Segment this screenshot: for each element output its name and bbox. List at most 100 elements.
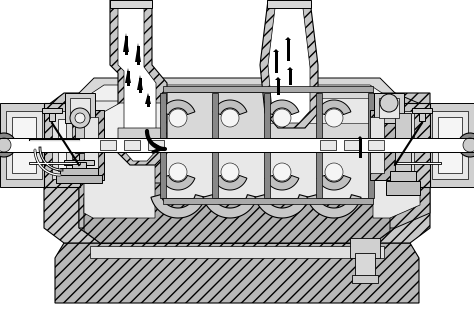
Polygon shape: [260, 0, 318, 128]
Circle shape: [0, 138, 11, 152]
Bar: [379, 98, 399, 118]
Polygon shape: [285, 37, 291, 40]
Polygon shape: [270, 98, 373, 123]
Polygon shape: [265, 100, 299, 115]
Bar: [374, 93, 404, 123]
Bar: [42, 108, 62, 113]
Circle shape: [70, 108, 90, 128]
Bar: [432, 111, 468, 179]
Bar: [163, 92, 373, 144]
Bar: [368, 93, 374, 198]
Polygon shape: [118, 128, 165, 151]
Bar: [0, 138, 474, 152]
Circle shape: [75, 113, 85, 123]
Bar: [275, 52, 278, 73]
Polygon shape: [137, 75, 143, 90]
Polygon shape: [317, 100, 351, 115]
Bar: [56, 175, 102, 183]
Polygon shape: [161, 100, 195, 115]
Bar: [212, 93, 218, 198]
Polygon shape: [84, 183, 390, 243]
Polygon shape: [163, 152, 373, 198]
Polygon shape: [145, 93, 151, 104]
Polygon shape: [273, 49, 279, 52]
Polygon shape: [79, 78, 395, 138]
Bar: [419, 113, 425, 121]
Bar: [84, 117, 98, 173]
Circle shape: [169, 163, 187, 181]
Circle shape: [325, 163, 343, 181]
Bar: [65, 93, 95, 123]
Polygon shape: [84, 101, 155, 218]
Bar: [6, 111, 42, 179]
Polygon shape: [373, 93, 430, 228]
Bar: [426, 103, 474, 187]
Bar: [49, 113, 55, 121]
Circle shape: [458, 133, 474, 157]
Circle shape: [273, 109, 291, 127]
Circle shape: [0, 133, 16, 157]
Bar: [79, 110, 104, 180]
Circle shape: [221, 109, 239, 127]
Polygon shape: [123, 33, 129, 52]
Circle shape: [380, 94, 398, 112]
Bar: [75, 118, 85, 153]
Bar: [110, 0, 152, 8]
Polygon shape: [307, 195, 361, 218]
Polygon shape: [203, 195, 257, 218]
Bar: [52, 111, 72, 179]
Bar: [277, 80, 280, 95]
Polygon shape: [357, 136, 363, 139]
Bar: [355, 253, 375, 278]
Bar: [163, 146, 373, 198]
Bar: [395, 113, 411, 173]
Polygon shape: [213, 100, 247, 115]
Polygon shape: [93, 103, 163, 150]
Polygon shape: [255, 195, 309, 218]
Bar: [370, 117, 384, 173]
Bar: [289, 70, 292, 85]
Polygon shape: [135, 43, 141, 62]
Polygon shape: [79, 138, 395, 243]
Bar: [160, 93, 166, 198]
Bar: [368, 140, 384, 150]
Bar: [316, 93, 322, 198]
Bar: [287, 40, 290, 61]
Bar: [394, 111, 414, 179]
Bar: [163, 86, 373, 92]
Polygon shape: [151, 195, 205, 218]
Polygon shape: [44, 93, 430, 243]
Polygon shape: [89, 85, 385, 133]
Bar: [320, 140, 336, 150]
Bar: [125, 36, 128, 55]
Bar: [64, 160, 94, 165]
Bar: [100, 140, 116, 150]
Bar: [390, 171, 416, 183]
Circle shape: [325, 109, 343, 127]
Polygon shape: [317, 175, 351, 190]
Bar: [58, 119, 66, 171]
Bar: [148, 140, 164, 150]
Bar: [350, 238, 380, 258]
Bar: [60, 168, 98, 178]
Polygon shape: [79, 93, 163, 228]
Bar: [12, 117, 36, 173]
Polygon shape: [265, 175, 299, 190]
Polygon shape: [268, 0, 310, 123]
Bar: [72, 162, 86, 170]
Circle shape: [169, 109, 187, 127]
Polygon shape: [118, 0, 156, 161]
Bar: [344, 140, 360, 150]
Bar: [264, 93, 270, 198]
Bar: [386, 181, 420, 195]
Polygon shape: [287, 67, 293, 70]
Bar: [124, 140, 140, 150]
Bar: [394, 103, 430, 187]
Polygon shape: [213, 175, 247, 190]
Circle shape: [273, 163, 291, 181]
Bar: [137, 46, 140, 65]
Circle shape: [221, 163, 239, 181]
Circle shape: [463, 138, 474, 152]
Polygon shape: [373, 101, 420, 218]
Bar: [438, 117, 462, 173]
